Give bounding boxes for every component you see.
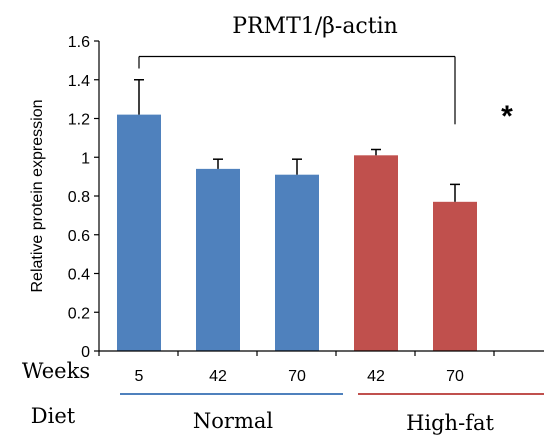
y-tick-label: 1.6 xyxy=(68,34,90,51)
normal-group-label: Normal xyxy=(193,409,273,433)
x-tick-labels: 5 42 70 42 70 xyxy=(135,368,464,385)
y-tick-label: 1.4 xyxy=(68,73,90,90)
y-tick-label: 0.8 xyxy=(68,189,90,206)
y-axis-label: Relative protein expression xyxy=(29,100,46,293)
y-tick-label: 0.6 xyxy=(68,228,90,245)
bar-normal-5 xyxy=(117,114,161,351)
y-tick-label: 0.2 xyxy=(68,305,90,322)
highfat-group-label: High-fat xyxy=(406,411,494,435)
y-tick-label: 1.2 xyxy=(68,112,90,129)
diet-label: Diet xyxy=(31,404,76,428)
weeks-label: Weeks xyxy=(22,359,90,383)
y-axis-ticks: 0 0.2 0.4 0.6 0.8 1 1.2 1.4 1.6 xyxy=(68,34,99,361)
y-tick-label: 0.4 xyxy=(68,267,90,284)
chart-title: PRMT1/β-actin xyxy=(232,14,398,39)
x-tick-label: 42 xyxy=(209,368,227,385)
x-axis-ticks xyxy=(98,351,495,356)
bar-highfat-42 xyxy=(354,155,398,351)
y-tick-label: 1 xyxy=(81,150,90,167)
error-bars xyxy=(134,79,460,202)
y-tick-label: 0 xyxy=(81,344,90,361)
significance-bracket xyxy=(138,55,456,125)
bar-normal-70 xyxy=(275,174,319,351)
x-tick-label: 70 xyxy=(288,368,306,385)
x-tick-label: 42 xyxy=(367,368,385,385)
x-tick-label: 70 xyxy=(446,368,464,385)
bar-highfat-70 xyxy=(433,201,477,351)
significance-marker: * xyxy=(501,100,513,133)
bars xyxy=(117,114,477,351)
bar-normal-42 xyxy=(196,168,240,351)
x-tick-label: 5 xyxy=(135,368,144,385)
